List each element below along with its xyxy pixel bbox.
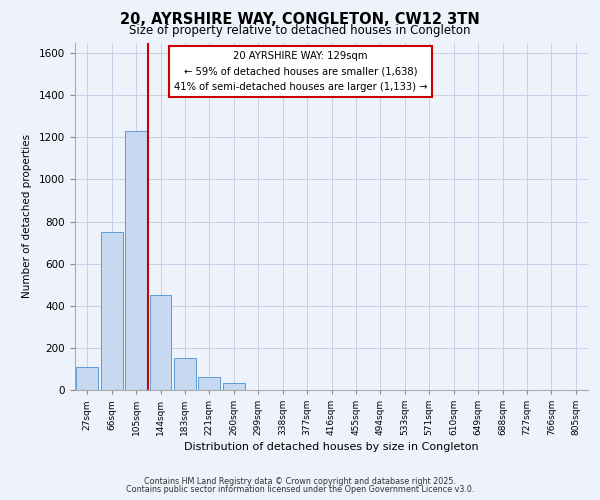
Text: Contains public sector information licensed under the Open Government Licence v3: Contains public sector information licen… <box>126 485 474 494</box>
Bar <box>76 367 98 390</box>
X-axis label: Distribution of detached houses by size in Congleton: Distribution of detached houses by size … <box>184 442 479 452</box>
Bar <box>174 358 196 390</box>
Text: 20, AYRSHIRE WAY, CONGLETON, CW12 3TN: 20, AYRSHIRE WAY, CONGLETON, CW12 3TN <box>120 12 480 28</box>
Text: Size of property relative to detached houses in Congleton: Size of property relative to detached ho… <box>129 24 471 37</box>
Bar <box>101 232 122 390</box>
Bar <box>199 378 220 390</box>
Bar <box>125 131 147 390</box>
Y-axis label: Number of detached properties: Number of detached properties <box>22 134 32 298</box>
Bar <box>223 383 245 390</box>
Text: 20 AYRSHIRE WAY: 129sqm
← 59% of detached houses are smaller (1,638)
41% of semi: 20 AYRSHIRE WAY: 129sqm ← 59% of detache… <box>174 51 427 92</box>
Bar <box>149 295 172 390</box>
Text: Contains HM Land Registry data © Crown copyright and database right 2025.: Contains HM Land Registry data © Crown c… <box>144 477 456 486</box>
